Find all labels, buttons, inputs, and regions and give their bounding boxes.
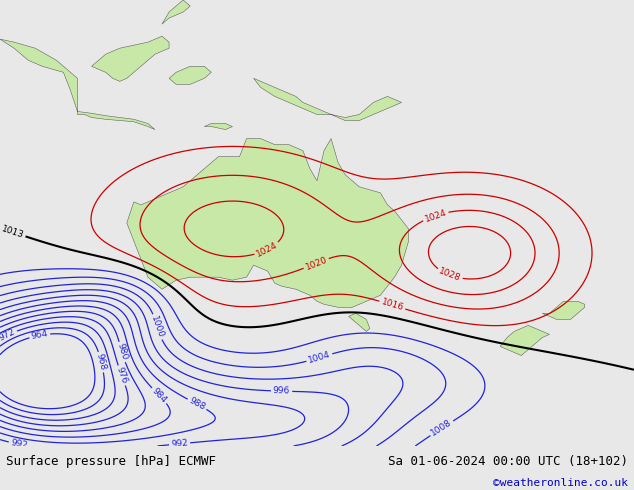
Text: 964: 964 [30,329,49,342]
Text: Surface pressure [hPa] ECMWF: Surface pressure [hPa] ECMWF [6,455,216,468]
Text: 980: 980 [115,343,129,362]
Polygon shape [254,78,401,121]
Polygon shape [169,66,211,84]
Text: 1024: 1024 [424,208,448,223]
Text: 1000: 1000 [149,315,165,339]
Polygon shape [127,139,408,307]
Text: 1028: 1028 [437,267,462,284]
Text: 984: 984 [150,386,169,405]
Text: 972: 972 [0,327,17,343]
Text: ©weatheronline.co.uk: ©weatheronline.co.uk [493,478,628,488]
Text: 988: 988 [187,396,207,412]
Text: 1024: 1024 [255,241,279,259]
Text: 996: 996 [273,387,290,396]
Text: 1008: 1008 [430,418,454,438]
Text: 976: 976 [115,366,129,385]
Text: 992: 992 [171,439,188,449]
Text: Sa 01-06-2024 00:00 UTC (18+102): Sa 01-06-2024 00:00 UTC (18+102) [387,455,628,468]
Polygon shape [0,39,155,129]
Text: 1013: 1013 [1,224,25,240]
Text: 1016: 1016 [380,297,404,313]
Polygon shape [500,325,550,356]
Polygon shape [204,123,233,129]
Polygon shape [162,0,190,24]
Polygon shape [349,313,370,331]
Text: 992: 992 [10,438,29,450]
Polygon shape [543,301,585,319]
Text: 1004: 1004 [307,350,332,365]
Text: 968: 968 [95,353,108,371]
Polygon shape [91,36,169,81]
Text: 1020: 1020 [304,255,328,271]
